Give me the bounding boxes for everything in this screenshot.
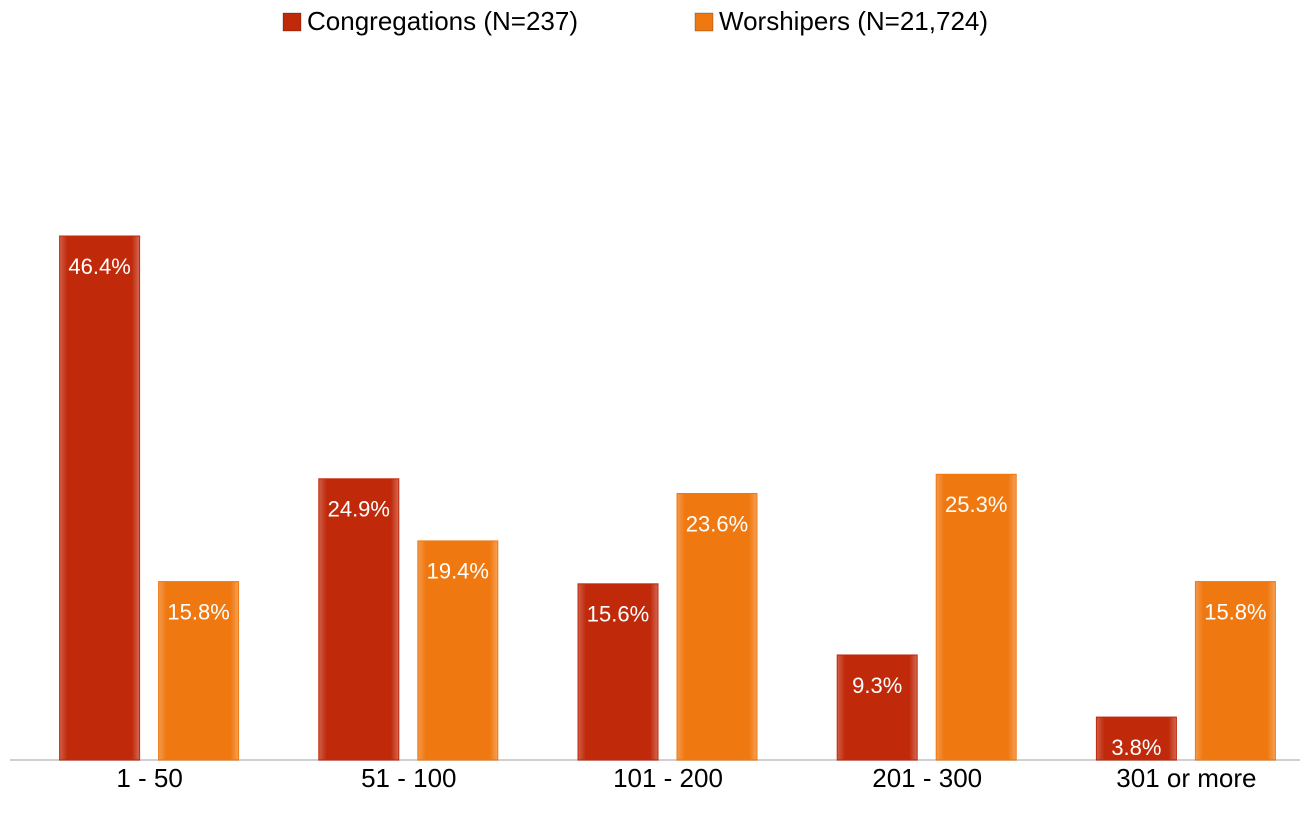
legend-marker [694,12,714,32]
value-label: 19.4% [427,559,489,584]
x-tick-label: 1 - 50 [116,763,183,793]
bar [417,540,499,761]
value-label: 46.4% [68,254,130,279]
value-label: 3.8% [1111,735,1161,760]
bar [158,581,240,761]
value-label: 9.3% [852,673,902,698]
x-tick-label: 301 or more [1116,763,1256,793]
bar [577,583,659,761]
x-tick-label: 101 - 200 [613,763,723,793]
legend-marker [282,12,302,32]
value-label: 23.6% [686,511,748,536]
bar [318,478,400,761]
value-label: 15.8% [1204,599,1266,624]
bar [1095,716,1177,761]
bar [836,654,918,761]
bar [59,235,141,761]
bar [1194,581,1276,761]
value-label: 24.9% [328,497,390,522]
value-label: 15.6% [587,602,649,627]
legend-label: Congregations (N=237) [307,6,578,36]
x-tick-label: 201 - 300 [872,763,982,793]
legend-label: Worshipers (N=21,724) [719,6,988,36]
value-label: 25.3% [945,492,1007,517]
x-tick-label: 51 - 100 [361,763,456,793]
bar [676,492,758,761]
value-label: 15.8% [167,599,229,624]
bar [935,473,1017,761]
